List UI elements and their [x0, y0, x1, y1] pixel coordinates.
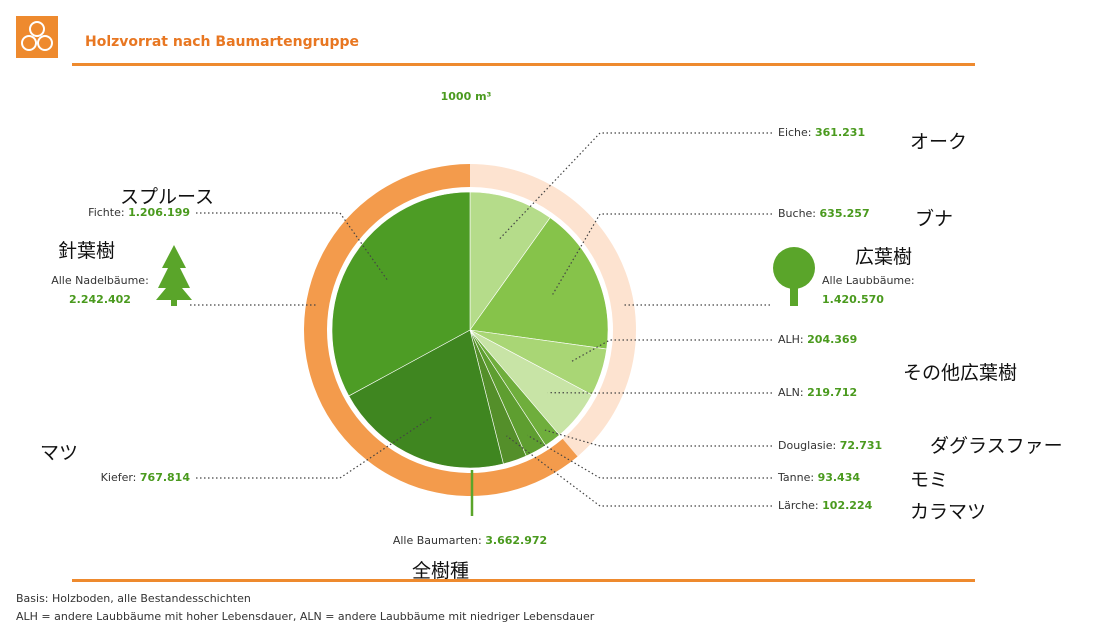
value-label: 635.257 [820, 207, 870, 220]
slice-label: Fichte: 1.206.199 [88, 206, 190, 219]
leader-line [552, 213, 772, 295]
conifer-icon [156, 245, 192, 306]
pie-slice [469, 191, 551, 331]
annotation: マツ [40, 442, 78, 464]
leader-line [544, 429, 772, 447]
annotation: ブナ [915, 207, 953, 230]
annotation: ダグラスファー [930, 435, 1063, 457]
value-label: 72.731 [840, 439, 882, 452]
chart-title: Holzvorrat nach Baumartengruppe [85, 34, 359, 50]
footer-rule [72, 579, 975, 582]
group-value: 2.242.402 [69, 293, 131, 306]
category-name: Douglasie: [778, 439, 836, 452]
total-label: Alle Baumarten: 3.662.972 [393, 534, 547, 547]
annotation: スプルース [120, 186, 214, 208]
leader-line [506, 435, 772, 507]
leader-line [527, 434, 772, 479]
category-name: Buche: [778, 207, 816, 220]
pie [303, 164, 636, 496]
ring-segment [303, 164, 578, 496]
slice-label: Buche: 635.257 [778, 207, 870, 220]
annotation: オーク [910, 131, 967, 153]
category-name: Eiche: [778, 126, 812, 139]
value-label: 102.224 [822, 499, 872, 512]
group-label: Alle Laubbäume: [822, 274, 915, 287]
ring-segment [470, 164, 636, 457]
total-name: Alle Baumarten: [393, 534, 482, 547]
slice-label: Douglasie: 72.731 [778, 439, 882, 452]
total-value: 3.662.972 [485, 534, 547, 547]
annotation: 広葉樹 [855, 246, 912, 268]
note: ALH = andere Laubbäume mit hoher Lebensd… [16, 610, 595, 623]
category-name: ALN: [778, 386, 804, 399]
value-label: 1.206.199 [128, 206, 190, 219]
leader-line [498, 132, 772, 240]
annotation: 針葉樹 [58, 240, 115, 262]
broadleaf-icon [773, 247, 815, 306]
slice-label: ALN: 219.712 [778, 386, 857, 399]
note: Basis: Holzboden, alle Bestandesschichte… [16, 592, 251, 605]
value-label: 361.231 [815, 126, 865, 139]
annotation: カラマツ [910, 501, 986, 523]
value-label: 93.434 [818, 471, 861, 484]
value-label: 767.814 [140, 471, 190, 484]
logo [16, 16, 58, 58]
leader-line [196, 416, 433, 479]
slice-label: Eiche: 361.231 [778, 126, 865, 139]
group-value: 1.420.570 [822, 293, 884, 306]
category-name: ALH: [778, 333, 804, 346]
pie-slice [348, 329, 504, 469]
slice-label: Tanne: 93.434 [777, 471, 860, 484]
unit-label: 1000 m³ [441, 90, 492, 103]
pie-slice [469, 217, 609, 350]
value-label: 204.369 [807, 333, 857, 346]
annotation: 全樹種 [412, 560, 469, 582]
leader-line [196, 212, 389, 282]
category-name: Lärche: [778, 499, 819, 512]
annotation: その他広葉樹 [903, 362, 1017, 384]
slice-label: ALH: 204.369 [778, 333, 857, 346]
value-label: 219.712 [807, 386, 857, 399]
category-name: Kiefer: [101, 471, 137, 484]
pie-slice [331, 191, 471, 397]
slice-label: Lärche: 102.224 [778, 499, 873, 512]
leader-line [569, 339, 772, 363]
group-label: Alle Nadelbäume: [51, 274, 149, 287]
category-name: Fichte: [88, 206, 124, 219]
annotation: モミ [910, 469, 948, 491]
category-name: Tanne: [777, 471, 814, 484]
header-rule [72, 63, 975, 66]
slice-label: Kiefer: 767.814 [101, 471, 191, 484]
